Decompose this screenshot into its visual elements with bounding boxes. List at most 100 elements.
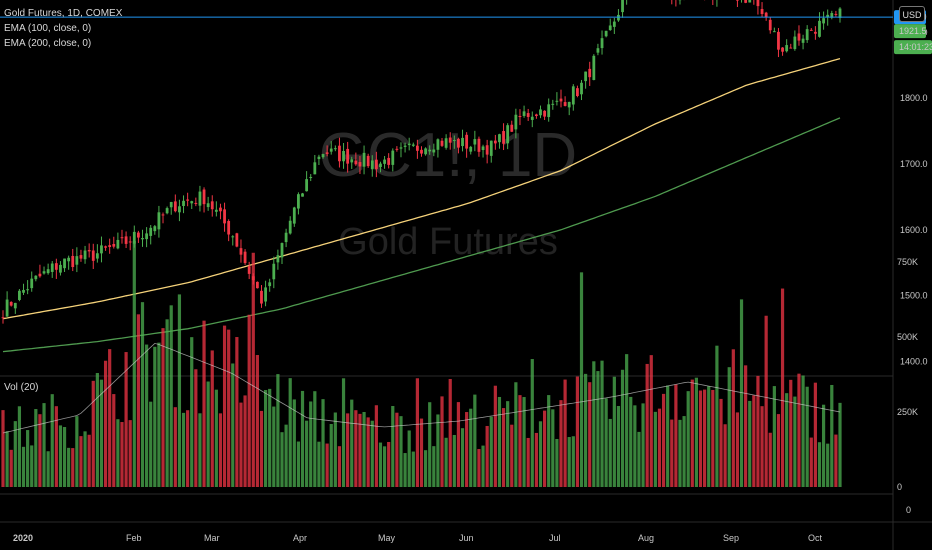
volume-bar[interactable] xyxy=(542,410,547,487)
candle[interactable] xyxy=(716,0,719,7)
candle[interactable] xyxy=(543,110,546,121)
candle[interactable] xyxy=(342,143,345,169)
volume-bar[interactable] xyxy=(243,395,247,487)
volume-bar[interactable] xyxy=(17,406,22,487)
candle[interactable] xyxy=(448,132,452,150)
candle[interactable] xyxy=(83,245,87,264)
candle[interactable] xyxy=(588,61,592,86)
volume-bar[interactable] xyxy=(296,441,301,487)
candle[interactable] xyxy=(54,258,58,279)
volume-bar[interactable] xyxy=(809,437,813,487)
volume-bar[interactable] xyxy=(596,371,600,487)
volume-bar[interactable] xyxy=(120,422,124,487)
volume-bar[interactable] xyxy=(255,355,259,487)
volume-bar[interactable] xyxy=(288,378,292,487)
candle[interactable] xyxy=(777,28,780,58)
volume-bar[interactable] xyxy=(21,446,26,487)
candle[interactable] xyxy=(481,144,485,158)
volume-bar[interactable] xyxy=(555,438,559,487)
volume-bar[interactable] xyxy=(341,378,346,487)
volume-bar[interactable] xyxy=(108,349,112,487)
candle[interactable] xyxy=(440,137,444,147)
volume-bar[interactable] xyxy=(227,329,231,487)
volume-bar[interactable] xyxy=(719,398,723,487)
volume-bar[interactable] xyxy=(116,419,120,487)
volume-bar[interactable] xyxy=(703,389,707,487)
volume-bar[interactable] xyxy=(506,401,510,487)
volume-legend[interactable]: Vol (20) xyxy=(4,382,39,393)
candle[interactable] xyxy=(744,0,748,4)
candle[interactable] xyxy=(182,195,185,214)
volume-bar[interactable] xyxy=(54,406,58,487)
candle[interactable] xyxy=(789,43,793,49)
volume-bar[interactable] xyxy=(465,412,469,487)
candle[interactable] xyxy=(210,195,214,217)
volume-bar[interactable] xyxy=(5,431,9,487)
candle[interactable] xyxy=(202,187,206,213)
candle[interactable] xyxy=(71,248,75,272)
candle[interactable] xyxy=(255,281,259,289)
volume-bar[interactable] xyxy=(604,398,608,487)
candle[interactable] xyxy=(534,113,538,119)
candle[interactable] xyxy=(128,236,132,251)
candle[interactable] xyxy=(457,137,460,154)
candle[interactable] xyxy=(510,120,514,132)
candle[interactable] xyxy=(383,156,386,169)
candle[interactable] xyxy=(379,161,382,173)
candle[interactable] xyxy=(214,201,218,217)
volume-bar[interactable] xyxy=(764,315,768,487)
candle[interactable] xyxy=(178,199,181,222)
candle[interactable] xyxy=(818,12,821,38)
volume-bar[interactable] xyxy=(797,373,801,487)
candle[interactable] xyxy=(239,239,243,263)
candle[interactable] xyxy=(555,92,559,106)
volume-bar[interactable] xyxy=(518,395,522,487)
volume-bar[interactable] xyxy=(132,241,136,487)
candle[interactable] xyxy=(67,255,71,270)
volume-bar[interactable] xyxy=(456,402,461,487)
candle[interactable] xyxy=(194,197,198,207)
volume-bar[interactable] xyxy=(579,272,584,487)
candle[interactable] xyxy=(268,278,272,292)
volume-bar[interactable] xyxy=(419,418,424,487)
candle[interactable] xyxy=(13,302,17,314)
candle[interactable] xyxy=(50,261,54,278)
volume-bar[interactable] xyxy=(177,294,182,487)
volume-bar[interactable] xyxy=(826,443,830,487)
volume-bar[interactable] xyxy=(153,346,157,487)
volume-bar[interactable] xyxy=(723,424,727,487)
volume-bar[interactable] xyxy=(399,416,403,487)
candle[interactable] xyxy=(760,2,764,18)
candle[interactable] xyxy=(473,130,477,152)
volume-bar[interactable] xyxy=(526,437,530,487)
volume-bar[interactable] xyxy=(830,384,834,487)
volume-bar[interactable] xyxy=(214,389,218,487)
volume-bar[interactable] xyxy=(473,394,477,487)
volume-bar[interactable] xyxy=(165,319,169,487)
volume-bar[interactable] xyxy=(715,345,719,487)
candle[interactable] xyxy=(153,224,157,235)
volume-bar[interactable] xyxy=(26,430,30,487)
candle[interactable] xyxy=(26,280,30,295)
volume-bar[interactable] xyxy=(321,399,325,487)
volume-bar[interactable] xyxy=(46,451,50,487)
volume-bar[interactable] xyxy=(735,412,740,487)
volume-bar[interactable] xyxy=(432,446,436,487)
candle[interactable] xyxy=(514,108,518,139)
candle[interactable] xyxy=(756,0,760,15)
candle[interactable] xyxy=(399,142,403,158)
candle[interactable] xyxy=(740,0,743,3)
candle[interactable] xyxy=(305,171,309,192)
volume-bar[interactable] xyxy=(485,425,489,487)
candle[interactable] xyxy=(272,256,276,289)
candle[interactable] xyxy=(63,258,66,272)
candle[interactable] xyxy=(387,153,391,169)
candle[interactable] xyxy=(625,0,628,5)
volume-bar[interactable] xyxy=(333,412,337,487)
candle[interactable] xyxy=(5,291,9,317)
volume-bar[interactable] xyxy=(666,385,670,487)
candle[interactable] xyxy=(46,263,50,275)
volume-bar[interactable] xyxy=(280,432,284,487)
volume-bar[interactable] xyxy=(694,377,698,487)
